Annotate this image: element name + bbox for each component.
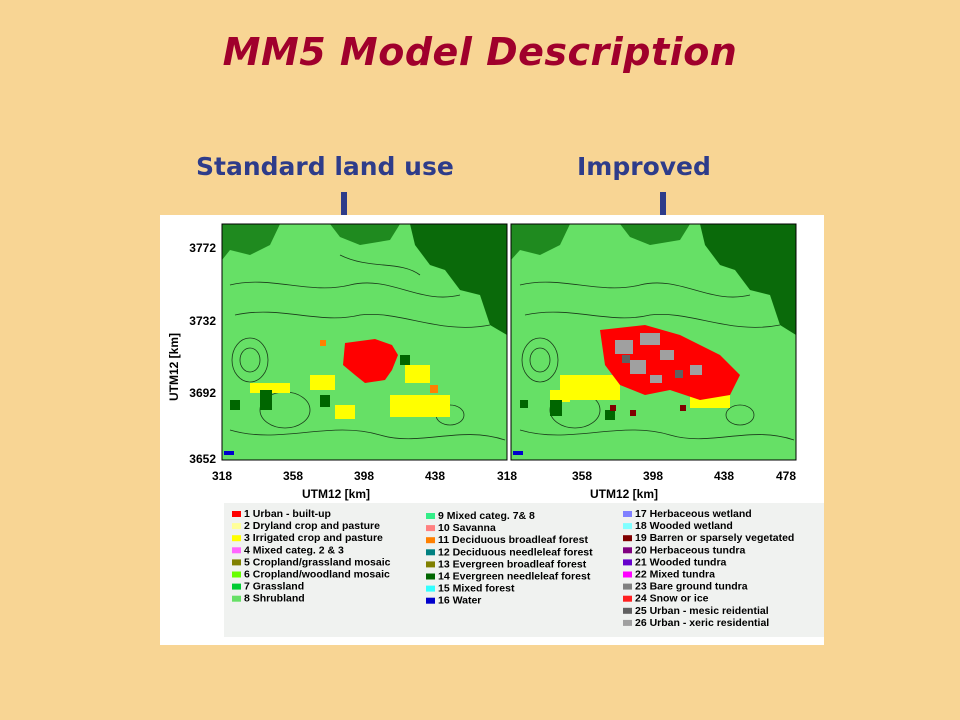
legend-swatch (426, 537, 435, 544)
legend-label: 3 Irrigated crop and pasture (244, 532, 383, 544)
legend-swatch (426, 549, 435, 556)
legend-label: 15 Mixed forest (438, 583, 515, 595)
x-tick: 438 (425, 469, 445, 483)
left-orange-patches (320, 340, 438, 393)
x-tick: 438 (714, 469, 734, 483)
improved-label: Improved (577, 152, 711, 181)
y-tick: 3772 (189, 241, 216, 255)
y-tick: 3652 (189, 452, 216, 466)
legend-swatch (426, 513, 435, 519)
land-use-figure: UTM12 [km] 3772 3732 3692 3652 318 358 3… (160, 215, 824, 645)
x-ticks-right: 358 398 438 478 (572, 469, 796, 483)
legend-label: 18 Wooded wetland (635, 520, 733, 532)
legend-label: 24 Snow or ice (635, 593, 709, 605)
legend-label: 9 Mixed categ. 7& 8 (438, 510, 535, 522)
legend-label: 10 Savanna (438, 522, 496, 534)
right-dark-forest-patches (520, 400, 615, 420)
legend-label: 26 Urban - xeric residential (635, 617, 769, 629)
left-urban-area (343, 339, 398, 383)
legend-swatch (426, 597, 435, 604)
x-ticks-left: 318 358 398 438 318 (212, 469, 517, 483)
legend-label: 6 Cropland/woodland mosaic (244, 569, 390, 581)
x-tick: 478 (776, 469, 796, 483)
legend-swatch (623, 619, 632, 626)
x-tick: 358 (283, 469, 303, 483)
right-residential-dark (622, 355, 683, 378)
legend-swatch (426, 585, 435, 592)
y-axis-label: UTM12 [km] (167, 333, 181, 401)
right-forest-mountains (511, 224, 796, 335)
legend-label: 11 Deciduous broadleaf forest (438, 534, 588, 546)
legend-label: 1 Urban - built-up (244, 508, 331, 520)
legend-label: 7 Grassland (244, 581, 304, 593)
legend-label: 5 Cropland/grassland mosaic (244, 556, 391, 568)
x-axis-label-left: UTM12 [km] (302, 487, 370, 501)
legend-label: 20 Herbaceous tundra (635, 544, 745, 556)
left-map-panel (222, 224, 507, 460)
legend-background (224, 503, 824, 637)
x-tick: 398 (354, 469, 374, 483)
legend-swatch (232, 595, 241, 602)
legend-swatch (623, 571, 632, 578)
legend-swatch (623, 547, 632, 554)
legend-swatch (623, 583, 632, 590)
legend-swatch (623, 595, 632, 602)
right-map-panel (511, 224, 796, 460)
legend-label: 22 Mixed tundra (635, 569, 715, 581)
legend-swatch (426, 561, 435, 568)
legend-swatch (232, 559, 241, 566)
legend-label: 21 Wooded tundra (635, 556, 727, 568)
standard-land-use-label: Standard land use (196, 152, 454, 181)
left-contours (229, 254, 506, 441)
left-dark-forest-patches (230, 355, 410, 410)
legend-swatch (623, 607, 632, 614)
legend-label: 4 Mixed categ. 2 & 3 (244, 544, 344, 556)
legend-swatch (623, 511, 632, 517)
x-tick: 318 (212, 469, 232, 483)
legend-label: 16 Water (438, 595, 481, 607)
legend-swatch (232, 583, 241, 590)
x-tick: 318 (497, 469, 517, 483)
x-tick: 398 (643, 469, 663, 483)
slide-title: MM5 Model Description (222, 30, 738, 74)
land-use-map-svg: UTM12 [km] 3772 3732 3692 3652 318 358 3… (167, 223, 824, 637)
legend-swatch (623, 535, 632, 542)
right-water-marker (513, 451, 523, 455)
legend-label: 14 Evergreen needleleaf forest (438, 571, 591, 583)
legend-label: 2 Dryland crop and pasture (244, 520, 380, 532)
legend-swatch (426, 525, 435, 532)
legend-swatch (426, 573, 435, 580)
legend-swatch (232, 535, 241, 542)
y-tick: 3692 (189, 386, 216, 400)
x-axis-label-right: UTM12 [km] (590, 487, 658, 501)
legend-label: 23 Bare ground tundra (635, 581, 748, 593)
legend-label: 25 Urban - mesic reidential (635, 605, 769, 617)
y-ticks: 3772 3732 3692 3652 (189, 241, 216, 466)
right-urban-area (600, 325, 740, 400)
left-water-marker (224, 451, 234, 455)
right-residential-gray (615, 333, 702, 383)
legend-swatch (232, 547, 241, 554)
y-tick: 3732 (189, 314, 216, 328)
legend-label: 17 Herbaceous wetland (635, 508, 752, 520)
legend-swatch (232, 523, 241, 530)
left-forest-mountains (222, 224, 507, 335)
legend-label: 8 Shrubland (244, 593, 305, 605)
right-barren-patches (610, 405, 686, 416)
legend-swatch (623, 559, 632, 566)
legend-label: 19 Barren or sparsely vegetated (635, 532, 794, 544)
x-tick: 358 (572, 469, 592, 483)
left-yellow-cropland (250, 365, 450, 419)
legend-swatch (232, 511, 241, 517)
legend: 1 Urban - built-up2 Dryland crop and pas… (232, 508, 794, 629)
legend-label: 12 Deciduous needleleaf forest (438, 546, 593, 558)
legend-swatch (232, 571, 241, 578)
legend-label: 13 Evergreen broadleaf forest (438, 558, 587, 570)
legend-swatch (623, 523, 632, 530)
